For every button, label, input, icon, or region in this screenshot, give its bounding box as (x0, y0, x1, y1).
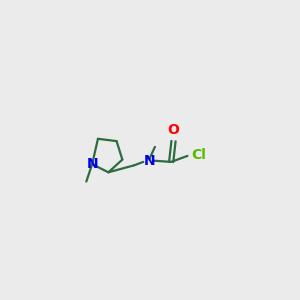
Text: O: O (168, 123, 179, 137)
Text: N: N (86, 157, 98, 171)
Text: N: N (143, 154, 155, 168)
Text: Cl: Cl (191, 148, 206, 161)
